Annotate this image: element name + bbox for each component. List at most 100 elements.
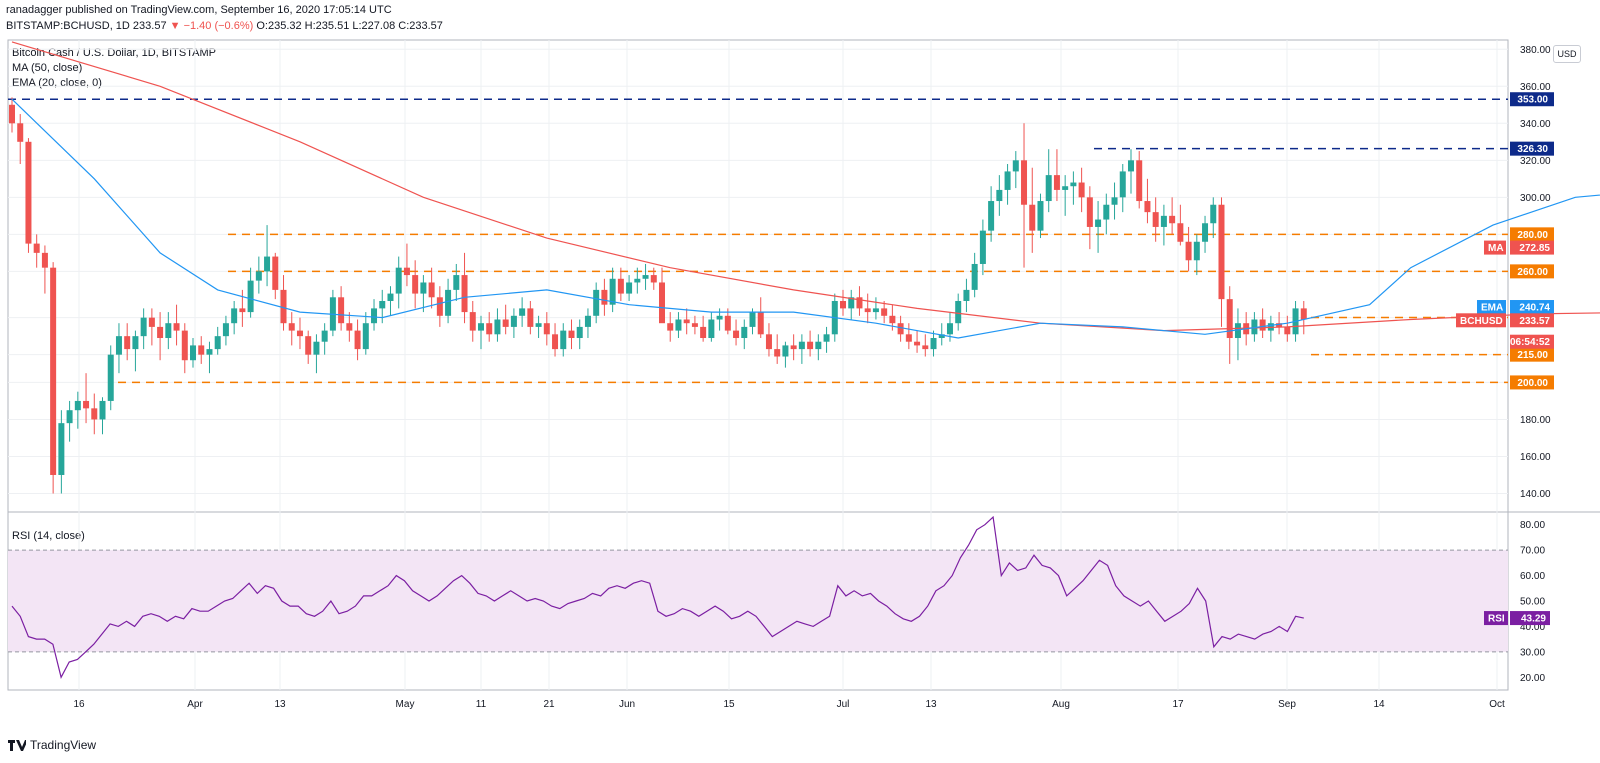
candle-body (1226, 299, 1233, 339)
candle-body (1169, 215, 1176, 224)
rsi-tick-label: 20.00 (1520, 673, 1545, 684)
rsi-tick-label: 70.00 (1520, 546, 1545, 557)
candle-body (17, 123, 24, 142)
candle-body (708, 319, 715, 339)
level-tag-353.00: 353.00 (1510, 92, 1554, 107)
candle-body (979, 230, 986, 264)
candle-body (115, 336, 122, 355)
candle-body (486, 323, 493, 335)
candle-body (535, 323, 542, 327)
candle-body (724, 315, 731, 331)
candle-body (83, 400, 90, 409)
candle-body (1004, 171, 1011, 190)
candle-body (264, 256, 271, 272)
candle-body (140, 317, 147, 337)
price-tag-MA: MA 272.85 (1484, 240, 1554, 255)
candle-body (1029, 204, 1036, 231)
candle-body (362, 323, 369, 350)
symbol-quote-line: BITSTAMP:BCHUSD, 1D 233.57 ▼ −1.40 (−0.6… (6, 20, 443, 32)
svg-text:RSI: RSI (1488, 614, 1505, 625)
candle-body (757, 312, 764, 335)
rsi-band (8, 550, 1508, 652)
candle-body (807, 341, 814, 350)
candle-body (124, 336, 131, 350)
svg-text:EMA: EMA (1481, 303, 1503, 314)
candle-body (634, 278, 641, 283)
candle-body (395, 267, 402, 294)
svg-text:240.74: 240.74 (1519, 303, 1550, 314)
svg-text:MA: MA (1488, 243, 1504, 254)
candle-body (1210, 204, 1217, 224)
candle-body (930, 338, 937, 350)
candle-body (741, 326, 748, 339)
candle-body (9, 104, 15, 124)
x-tick-label: Jul (837, 699, 850, 710)
candle-body (1152, 212, 1159, 227)
candle-body (617, 278, 624, 294)
tradingview-brand[interactable]: TradingView (8, 738, 96, 752)
candle-body (272, 256, 279, 290)
chart-title[interactable]: Bitcoin Cash / U.S. Dollar, 1D, BITSTAMP (12, 47, 216, 59)
candle-body (1160, 215, 1167, 227)
rsi-tick-label: 60.00 (1520, 571, 1545, 582)
candle-body (91, 408, 98, 420)
candle-body (938, 334, 945, 339)
candle-body (255, 271, 262, 281)
candle-body (733, 330, 740, 339)
candle-body (428, 282, 435, 298)
level-tag-260.00: 260.00 (1510, 264, 1554, 279)
candle-body (1136, 160, 1143, 202)
candle-body (955, 300, 962, 324)
candle-body (683, 319, 690, 324)
candle-body (148, 317, 155, 327)
candle-body (889, 315, 896, 324)
price-tag-EMA: EMA 240.74 (1477, 300, 1554, 315)
ohlc-values: O:235.32 H:235.51 L:227.08 C:233.57 (256, 20, 443, 32)
candle-body (58, 423, 65, 475)
rsi-tick-label: 40.00 (1520, 622, 1545, 633)
currency-button[interactable]: USD (1553, 45, 1581, 63)
candle-body (33, 243, 40, 253)
candle-body (576, 326, 583, 339)
candle-body (675, 319, 682, 331)
candle-body (988, 201, 995, 231)
x-tick-label: Oct (1489, 699, 1505, 710)
candle-body (790, 345, 797, 350)
candle-body (387, 293, 394, 301)
candle-body (872, 308, 879, 313)
x-tick-label: 21 (543, 699, 555, 710)
candle-body (568, 330, 575, 339)
candle-body (412, 275, 419, 294)
candle-body (609, 278, 616, 305)
candle-body (823, 334, 830, 342)
candle-body (798, 341, 805, 350)
candle-body (601, 289, 608, 305)
rsi-tag: RSI 43.29 (1484, 611, 1550, 626)
candle-body (971, 263, 978, 290)
rsi-legend[interactable]: RSI (14, close) (12, 530, 85, 542)
level-tag-200.00: 200.00 (1510, 375, 1554, 390)
candle-body (1144, 201, 1151, 213)
candle-body (650, 275, 657, 283)
candle-body (222, 323, 229, 337)
y-tick-label: 340.00 (1520, 119, 1551, 130)
x-tick-label: Sep (1278, 699, 1296, 710)
price-tag-countdown: 06:54:52 (1510, 334, 1554, 349)
candle-body (1086, 197, 1093, 227)
candle-body (346, 323, 353, 331)
ma-legend[interactable]: MA (50, close) (12, 62, 83, 74)
rsi-tick-label: 80.00 (1520, 520, 1545, 531)
candle-body (749, 312, 756, 327)
candle-body (905, 334, 912, 342)
candle-body (403, 267, 410, 276)
y-tick-label: 380.00 (1520, 45, 1551, 56)
candle-body (552, 334, 559, 350)
candle-body (41, 252, 48, 268)
x-tick-label: Jun (619, 699, 635, 710)
price-chart[interactable]: 16 Apr 13 May 11 21 Jun 15 Jul 13 Aug 17 Sep 14 Oct 140… (0, 0, 1600, 738)
candle-body (1300, 308, 1307, 320)
svg-text:06:54:52: 06:54:52 (1510, 337, 1550, 348)
candle-body (593, 289, 600, 316)
y-tick-label: 300.00 (1520, 193, 1551, 204)
candle-body (815, 341, 822, 350)
